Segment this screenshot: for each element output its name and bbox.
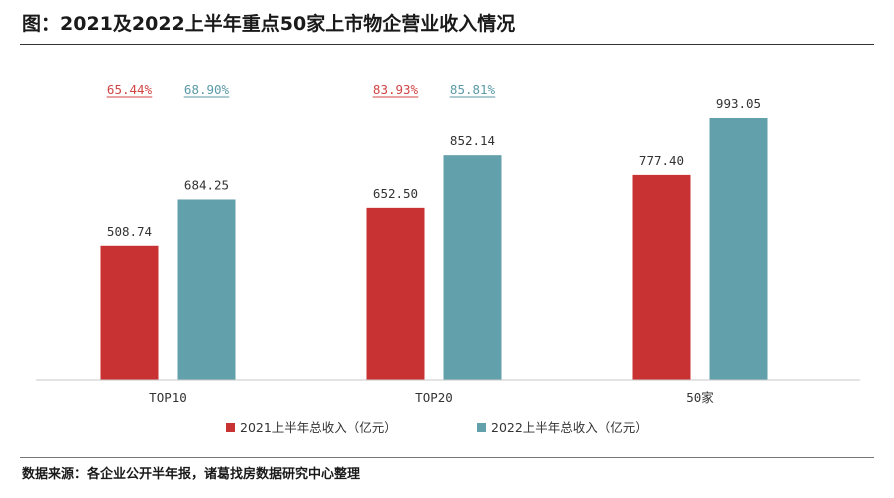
x-tick-label-2: 50家 [686, 390, 714, 405]
x-tick-label-0: TOP10 [149, 390, 187, 405]
source-divider [20, 457, 874, 458]
legend-swatch-0 [226, 423, 235, 432]
value-label-TOP20-series-0: 652.50 [373, 186, 418, 201]
bar-TOP20-series-1 [443, 155, 502, 380]
value-label-TOP10-series-0: 508.74 [107, 224, 152, 239]
title-divider [20, 44, 874, 45]
bar-50家-series-1 [709, 118, 768, 380]
legend-label-1: 2022上半年总收入（亿元） [491, 420, 648, 435]
bar-TOP10-series-0 [100, 245, 159, 380]
legend-swatch-1 [477, 423, 486, 432]
source-note: 数据来源：各企业公开半年报，诸葛找房数据研究中心整理 [22, 467, 361, 482]
share-annotation-3: 85.81% [450, 82, 496, 97]
share-annotation-0: 65.44% [107, 82, 153, 97]
bar-TOP10-series-1 [177, 199, 236, 380]
value-label-TOP20-series-1: 852.14 [450, 133, 495, 148]
legend: 2021上半年总收入（亿元） 2022上半年总收入（亿元） [226, 420, 648, 435]
share-annotation-2: 83.93% [373, 82, 419, 97]
bars-group [100, 118, 768, 380]
value-label-TOP10-series-1: 684.25 [184, 177, 229, 192]
annotations-group: 65.44% 68.90% 83.93% 85.81% [106, 82, 496, 98]
bar-50家-series-0 [632, 174, 691, 380]
bar-TOP20-series-0 [366, 207, 425, 380]
value-label-50家-series-0: 777.40 [639, 153, 684, 168]
x-tick-label-1: TOP20 [415, 390, 453, 405]
value-label-50家-series-1: 993.05 [716, 96, 761, 111]
x-tick-labels-group: TOP10 TOP20 50家 [149, 390, 714, 405]
chart-title: 图：2021及2022上半年重点50家上市物企营业收入情况 [22, 13, 516, 35]
legend-label-0: 2021上半年总收入（亿元） [240, 420, 397, 435]
share-annotation-1: 68.90% [184, 82, 230, 97]
value-labels-group: 508.74 684.25 652.50 852.14 777.40 993.05 [107, 96, 761, 239]
